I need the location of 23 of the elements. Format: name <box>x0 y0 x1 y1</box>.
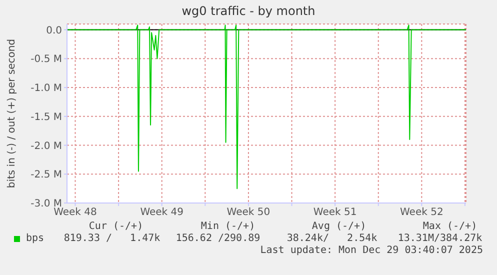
text: 13.31M/384.27k <box>398 233 482 244</box>
x-tick-label: Week 48 <box>54 207 97 218</box>
x-tick-label: Week 51 <box>313 207 357 218</box>
text: Max (-/+) <box>422 221 478 232</box>
text: 819.33 / 1.47k <box>64 233 160 244</box>
text: 156.62 /290.89 <box>176 233 260 244</box>
x-tick-label: Week 52 <box>400 207 444 218</box>
chart-title: wg0 traffic - by month <box>180 4 316 18</box>
y-tick-label: -1.0 M <box>30 83 62 94</box>
text: Min (-/+) <box>200 221 256 232</box>
text: Cur (-/+) <box>88 221 144 232</box>
text: 38.24k/ 2.54k <box>286 233 378 244</box>
y-tick-label: -0.5 M <box>30 54 62 66</box>
y-tick-label: -2.5 M <box>30 170 62 181</box>
x-tick-label: Week 50 <box>226 207 270 218</box>
y-axis-title: bits in (-) / out (+) per second <box>6 38 18 188</box>
y-tick-label: 0.0 <box>46 25 62 36</box>
y-tick-label: -1.5 M <box>30 112 62 123</box>
text: Avg (-/+) <box>312 221 366 232</box>
y-tick-label: -2.0 M <box>30 140 62 152</box>
text: Last update: Mon Dec 29 03:40:07 2025 <box>260 245 483 256</box>
x-tick-label: Week 49 <box>140 207 184 218</box>
legend-label: bps <box>26 233 44 244</box>
